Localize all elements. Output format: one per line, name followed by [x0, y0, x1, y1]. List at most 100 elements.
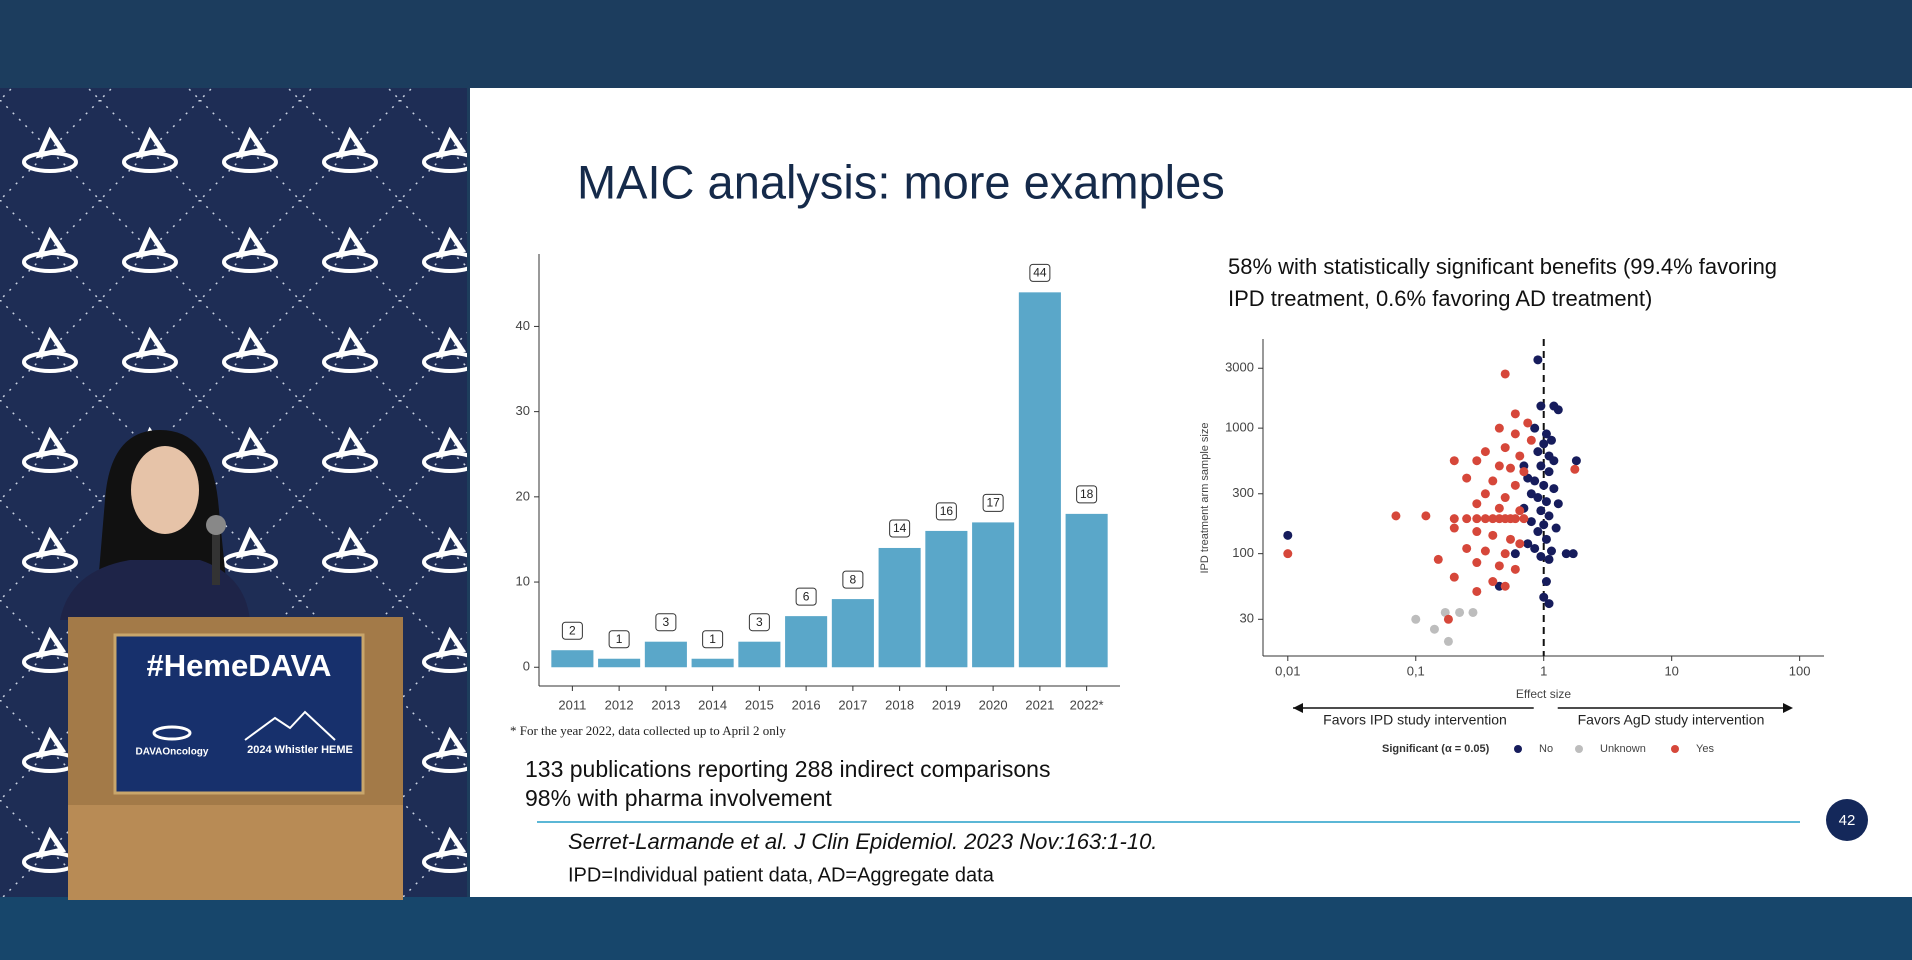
point	[1494, 561, 1504, 571]
point	[1546, 546, 1556, 556]
point	[1544, 511, 1554, 521]
bottom-band	[0, 897, 1912, 960]
value-label-box	[1076, 485, 1098, 504]
point	[1536, 461, 1546, 471]
value-label: 1	[616, 632, 623, 646]
point	[1462, 543, 1472, 553]
point	[1530, 476, 1540, 486]
point	[1541, 497, 1551, 507]
point	[1494, 423, 1504, 433]
y-tick-label: 20	[516, 488, 530, 503]
legend-swatch	[1575, 745, 1583, 753]
point	[1526, 435, 1536, 445]
point	[1500, 581, 1510, 591]
point	[1515, 451, 1525, 461]
point	[1494, 461, 1504, 471]
point	[1449, 572, 1459, 582]
point	[1553, 405, 1563, 415]
point	[1449, 514, 1459, 524]
value-label: 14	[893, 521, 907, 535]
x-axis-label: Effect size	[1516, 687, 1571, 701]
point	[1500, 443, 1510, 453]
point	[1533, 355, 1543, 365]
point	[1472, 586, 1482, 596]
y-tick-label: 0	[523, 659, 530, 674]
point	[1443, 636, 1453, 646]
y-tick-label: 3000	[1225, 360, 1254, 375]
bar	[1018, 292, 1061, 668]
legend-title: Significant (α = 0.05)	[1382, 743, 1490, 755]
point	[1488, 530, 1498, 540]
y-tick-label: 300	[1232, 485, 1254, 500]
point	[1462, 473, 1472, 483]
point	[1561, 549, 1571, 559]
speaker	[60, 430, 250, 620]
point	[1549, 456, 1559, 466]
point	[1510, 480, 1520, 490]
podium: #HemeDAVA DAVAOncology 2024 Whistler HEM…	[68, 617, 403, 900]
page-number: 42	[1839, 812, 1856, 829]
point	[1510, 429, 1520, 439]
x-tick-label: 2017	[838, 697, 867, 712]
point	[1472, 499, 1482, 509]
x-tick-label: 2011	[558, 697, 586, 712]
x-tick-label: 0,1	[1407, 663, 1425, 678]
point	[1472, 527, 1482, 537]
point	[1533, 447, 1543, 457]
point	[1536, 551, 1546, 561]
value-label: 1	[709, 632, 716, 646]
x-tick-label: 2013	[651, 697, 680, 712]
point	[1546, 435, 1556, 445]
slide	[470, 88, 1912, 897]
podium-hashtag: #HemeDAVA	[147, 648, 332, 683]
value-label-box	[982, 493, 1004, 512]
point	[1536, 506, 1546, 516]
point	[1533, 527, 1543, 537]
point	[1505, 463, 1515, 473]
value-label: 3	[756, 615, 763, 629]
bar	[644, 641, 687, 668]
footnote: * For the year 2022, data collected up t…	[510, 723, 786, 738]
point	[1433, 554, 1443, 564]
point	[1500, 549, 1510, 559]
bar	[598, 658, 641, 668]
x-tick-label: 2020	[979, 697, 1008, 712]
point	[1494, 503, 1504, 513]
podium-logo: DAVAOncology	[136, 747, 209, 758]
x-tick-label: 1	[1540, 663, 1547, 678]
page-badge	[1826, 799, 1868, 841]
point	[1539, 480, 1549, 490]
point	[1539, 520, 1549, 530]
x-tick-label: 2016	[792, 697, 821, 712]
value-label-box	[608, 630, 630, 649]
annotation: Favors IPD study intervention	[1323, 712, 1507, 728]
point	[1391, 511, 1401, 521]
point	[1480, 546, 1490, 556]
point	[1480, 489, 1490, 499]
point	[1541, 534, 1551, 544]
point	[1553, 499, 1563, 509]
point	[1455, 607, 1465, 617]
point	[1500, 369, 1510, 379]
abbreviations: IPD=Individual patient data, AD=Aggregat…	[568, 864, 995, 886]
x-tick-label: 2012	[605, 697, 634, 712]
legend-swatch	[1514, 745, 1522, 753]
point	[1488, 577, 1498, 587]
arrow-head	[1293, 703, 1303, 713]
point	[1541, 577, 1551, 587]
value-label-box	[702, 630, 724, 649]
slide-point: 98% with pharma involvement	[525, 785, 832, 811]
bar	[1065, 513, 1108, 668]
point	[1488, 514, 1498, 524]
point	[1449, 523, 1459, 533]
slide-title: MAIC analysis: more examples	[577, 155, 1225, 208]
point	[1519, 514, 1529, 524]
value-label: 8	[850, 572, 857, 586]
value-label-box	[655, 613, 677, 632]
x-tick-label: 2021	[1025, 697, 1054, 712]
point	[1510, 564, 1520, 574]
point	[1429, 624, 1439, 634]
point	[1570, 464, 1580, 474]
y-tick-label: 40	[516, 318, 530, 333]
podium-logo: 2024 Whistler HEME	[247, 744, 353, 756]
